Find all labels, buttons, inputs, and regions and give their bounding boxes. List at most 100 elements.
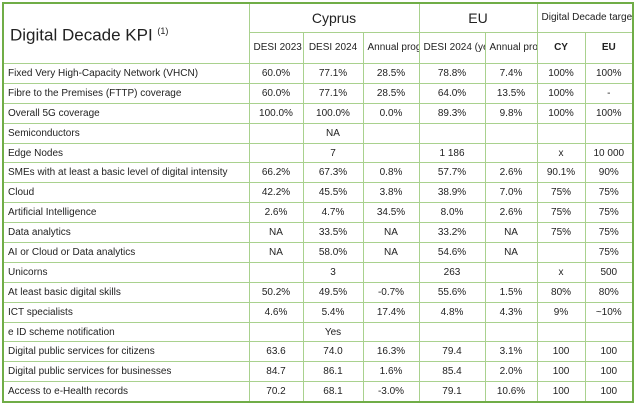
value-cell (418, 321, 486, 343)
value-cell: 17.4% (362, 301, 420, 323)
value-cell: 100% (584, 63, 634, 84)
value-cell: 100.0% (302, 102, 364, 124)
value-cell: ~10% (584, 301, 634, 323)
column-header: Annual progress (484, 32, 538, 64)
group-header: Digital Decade target by 2030 (536, 2, 634, 33)
value-cell: 45.5% (302, 182, 364, 204)
value-cell: 86.1 (302, 361, 364, 383)
value-cell: 75% (536, 222, 586, 244)
value-cell (536, 242, 586, 263)
title: Digital Decade KPI (10, 25, 153, 45)
value-cell: 100% (536, 82, 586, 104)
value-cell: 100 (584, 361, 634, 383)
row-label: Data analytics (2, 222, 250, 244)
value-cell: 75% (584, 182, 634, 204)
value-cell: 2.6% (484, 202, 538, 224)
row-label: Fibre to the Premises (FTTP) coverage (2, 82, 250, 104)
title-note: (1) (157, 26, 169, 37)
row-label: Overall 5G coverage (2, 102, 250, 124)
value-cell: 100 (584, 381, 634, 403)
table-row: Digital public services for citizens 63.6… (2, 341, 634, 363)
table-body: Fixed Very High-Capacity Network (VHCN) 6… (2, 63, 634, 403)
value-cell: 89.3% (418, 102, 486, 124)
value-cell: 100 (536, 361, 586, 383)
value-cell: NA (248, 222, 304, 244)
value-cell: 33.2% (418, 222, 486, 244)
value-cell: 33.5% (302, 222, 364, 244)
value-cell: 2.6% (484, 162, 538, 184)
value-cell: -3.0% (362, 381, 420, 403)
value-cell (418, 122, 486, 144)
value-cell: - (584, 82, 634, 104)
value-cell: 57.7% (418, 162, 486, 184)
value-cell: 9% (536, 301, 586, 323)
row-label: Semiconductors (2, 122, 250, 144)
value-cell: 100 (536, 381, 586, 403)
value-cell: 2.6% (248, 202, 304, 224)
value-cell: 7 (302, 142, 364, 164)
value-cell: 49.5% (302, 281, 364, 303)
row-label: ICT specialists (2, 301, 250, 323)
value-cell (362, 142, 420, 164)
value-cell: 7.0% (484, 182, 538, 204)
row-label: At least basic digital skills (2, 281, 250, 303)
value-cell: 42.2% (248, 182, 304, 204)
value-cell: -0.7% (362, 281, 420, 303)
value-cell: 75% (536, 202, 586, 224)
value-cell: Yes (302, 321, 364, 343)
column-header: DESI 2024 (302, 32, 364, 64)
column-header: EU (584, 32, 634, 64)
value-cell (362, 321, 420, 343)
value-cell: 77.1% (302, 82, 364, 104)
row-label: SMEs with at least a basic level of digi… (2, 162, 250, 184)
value-cell: 70.2 (248, 381, 304, 403)
group-header: EU (418, 2, 538, 33)
value-cell: 80% (584, 281, 634, 303)
table-row: ICT specialists 4.6% 5.4% 17.4% 4.8% 4.3% 9% ~1… (2, 301, 634, 323)
value-cell: NA (484, 242, 538, 263)
table-row: Edge Nodes 7 1 186 x 10 000 (2, 142, 634, 164)
value-cell: x (536, 142, 586, 164)
value-cell (584, 321, 634, 343)
value-cell: 68.1 (302, 381, 364, 403)
table-row: Fixed Very High-Capacity Network (VHCN) 6… (2, 63, 634, 84)
value-cell (484, 261, 538, 283)
value-cell: 79.4 (418, 341, 486, 363)
row-label: e ID scheme notification (2, 321, 250, 343)
value-cell: 7.4% (484, 63, 538, 84)
table-row: Artificial Intelligence 2.6% 4.7% 34.5% 8.0%… (2, 202, 634, 224)
value-cell: 5.4% (302, 301, 364, 323)
table-row: SMEs with at least a basic level of digi… (2, 162, 634, 184)
value-cell: 13.5% (484, 82, 538, 104)
column-header: CY (536, 32, 586, 64)
row-label: Digital public services for businesses (2, 361, 250, 383)
value-cell: 8.0% (418, 202, 486, 224)
value-cell: x (536, 261, 586, 283)
value-cell: 100 (584, 341, 634, 363)
value-cell: 74.0 (302, 341, 364, 363)
value-cell: 63.6 (248, 341, 304, 363)
table-row: Fibre to the Premises (FTTP) coverage 60.… (2, 82, 634, 104)
value-cell: 77.1% (302, 63, 364, 84)
value-cell: 100% (536, 102, 586, 124)
value-cell: NA (362, 242, 420, 263)
row-label: Digital public services for citizens (2, 341, 250, 363)
title-cell: Digital Decade KPI (1) (2, 2, 250, 64)
row-label: Edge Nodes (2, 142, 250, 164)
table-row: At least basic digital skills 50.2% 49.5% -… (2, 281, 634, 303)
value-cell: 0.8% (362, 162, 420, 184)
value-cell: 1 186 (418, 142, 486, 164)
table-row: Digital public services for businesses 84… (2, 361, 634, 383)
value-cell: 75% (584, 202, 634, 224)
value-cell: 3 (302, 261, 364, 283)
value-cell: 66.2% (248, 162, 304, 184)
table-row: Overall 5G coverage 100.0% 100.0% 0.0% 89.3%… (2, 102, 634, 124)
value-cell: 10 000 (584, 142, 634, 164)
value-cell: 50.2% (248, 281, 304, 303)
value-cell: 34.5% (362, 202, 420, 224)
value-cell: 60.0% (248, 82, 304, 104)
value-cell (484, 142, 538, 164)
row-label: Cloud (2, 182, 250, 204)
value-cell: 10.6% (484, 381, 538, 403)
